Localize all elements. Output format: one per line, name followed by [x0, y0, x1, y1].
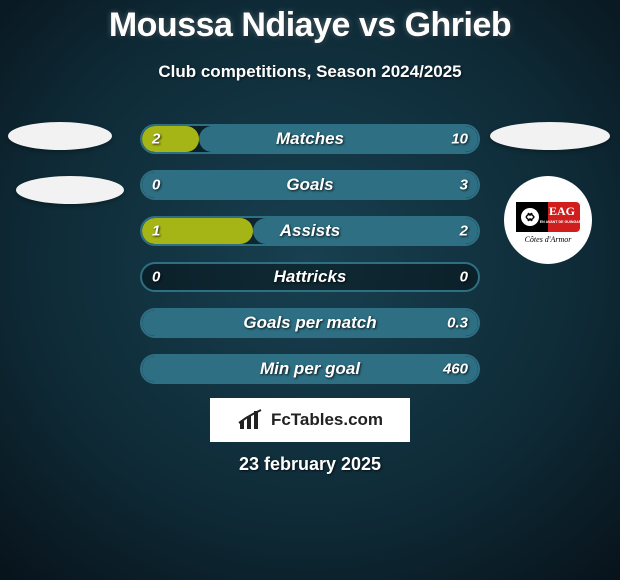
date: 23 february 2025 — [0, 454, 620, 475]
stat-row: Matches2 10 — [140, 124, 480, 154]
subtitle: Club competitions, Season 2024/2025 — [0, 62, 620, 82]
stat-right-value: 0.3 — [447, 315, 468, 332]
left-club-avatar — [16, 176, 124, 204]
stat-left-value: 0 — [152, 177, 160, 194]
stat-label: Hattricks — [142, 267, 478, 287]
stat-label: Min per goal — [142, 359, 478, 379]
stat-left-value: 2 — [152, 131, 160, 148]
svg-text:EAG: EAG — [549, 204, 575, 218]
chart-icon — [237, 409, 265, 431]
page-title: Moussa Ndiaye vs Ghrieb — [0, 6, 620, 45]
svg-text:Côtes d'Armor: Côtes d'Armor — [525, 235, 573, 244]
stat-left-value: 1 — [152, 223, 160, 240]
stat-row: Hattricks0 0 — [140, 262, 480, 292]
right-player-avatar — [490, 122, 610, 150]
stat-row: Goals per match0.3 — [140, 308, 480, 338]
left-player-avatar — [8, 122, 112, 150]
stat-row: Min per goal460 — [140, 354, 480, 384]
right-club-badge: EAG EN AVANT DE GUINGAMP Côtes d'Armor — [504, 176, 592, 264]
stat-left-value: 0 — [152, 269, 160, 286]
stat-right-value: 2 — [460, 223, 468, 240]
stat-row: Assists1 2 — [140, 216, 480, 246]
stat-label: Assists — [142, 221, 478, 241]
svg-text:EN AVANT DE GUINGAMP: EN AVANT DE GUINGAMP — [540, 220, 585, 224]
stat-label: Matches — [142, 129, 478, 149]
comparison-bars: Matches210Goals03Assists12Hattricks00Goa… — [140, 124, 480, 400]
stat-right-value: 3 — [460, 177, 468, 194]
stat-right-value: 0 — [460, 269, 468, 286]
stat-label: Goals per match — [142, 313, 478, 333]
stat-right-value: 460 — [443, 361, 468, 378]
watermark-text: FcTables.com — [271, 410, 383, 430]
stat-label: Goals — [142, 175, 478, 195]
stat-row: Goals0 3 — [140, 170, 480, 200]
stat-right-value: 10 — [451, 131, 468, 148]
watermark: FcTables.com — [210, 398, 410, 442]
